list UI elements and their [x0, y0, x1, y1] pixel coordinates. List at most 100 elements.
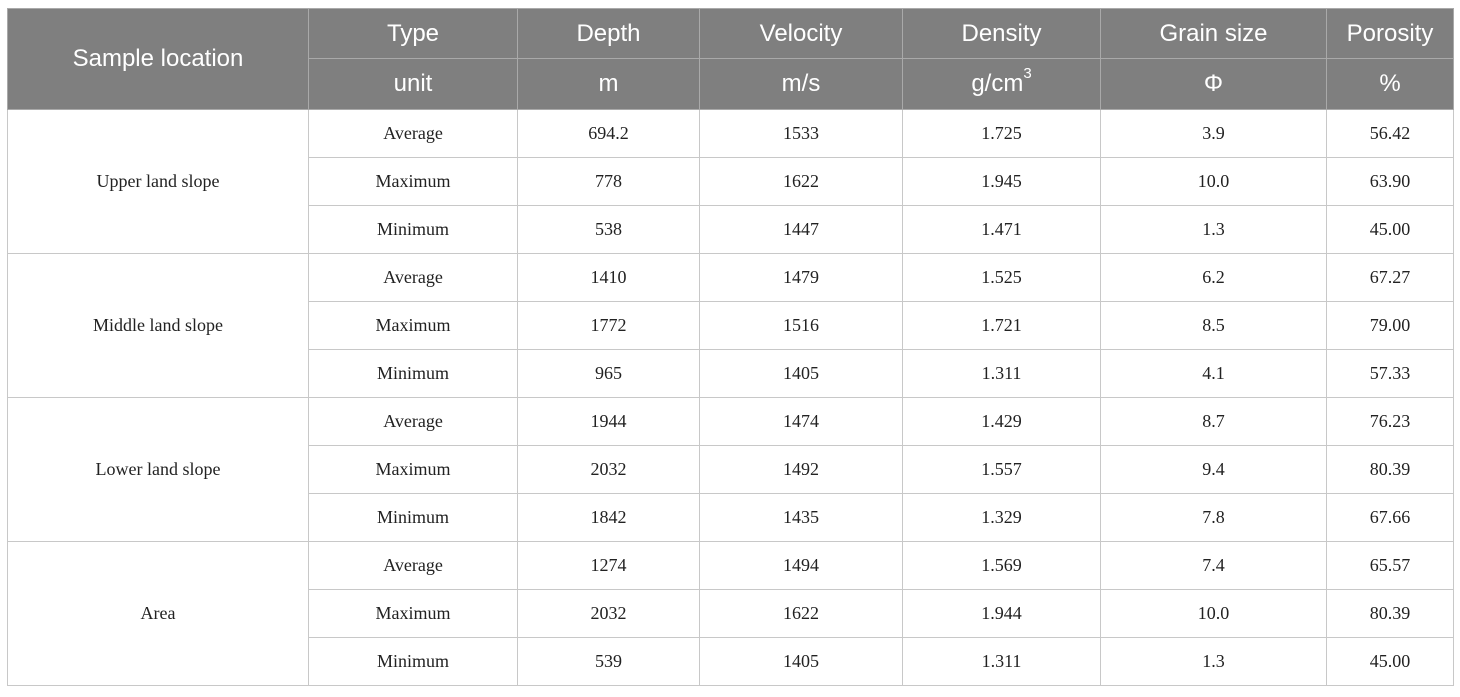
grain-size-cell: 8.5 [1100, 301, 1327, 350]
grain-size-cell: 6.2 [1100, 253, 1327, 302]
type-cell: Minimum [308, 205, 518, 254]
type-cell: Maximum [308, 445, 518, 494]
grain-size-cell: 1.3 [1100, 637, 1327, 686]
velocity-cell: 1622 [699, 589, 903, 638]
grain-size-cell: 3.9 [1100, 109, 1327, 158]
porosity-cell: 80.39 [1326, 589, 1454, 638]
density-cell: 1.721 [902, 301, 1101, 350]
sample-location-cell: Lower land slope [7, 397, 309, 542]
depth-cell: 778 [517, 157, 700, 206]
velocity-cell: 1405 [699, 637, 903, 686]
depth-cell: 694.2 [517, 109, 700, 158]
density-cell: 1.311 [902, 637, 1101, 686]
table-row: Maximum 778 1622 1.945 10.0 63.90 [8, 157, 1454, 206]
depth-cell: 1772 [517, 301, 700, 350]
unit-type-label: unit [308, 58, 518, 110]
velocity-cell: 1405 [699, 349, 903, 398]
type-cell: Minimum [308, 349, 518, 398]
grain-size-cell: 10.0 [1100, 589, 1327, 638]
table-row: Minimum 539 1405 1.311 1.3 45.00 [8, 637, 1454, 686]
density-cell: 1.525 [902, 253, 1101, 302]
table-row: Lower land slope Average 1944 1474 1.429 8.7 7… [7, 397, 1454, 542]
table-row: Upper land slope Average 694.2 1533 1.725 3.9… [7, 109, 1454, 254]
grain-size-cell: 4.1 [1100, 349, 1327, 398]
header-depth: Depth [517, 8, 700, 59]
table-row: Maximum 2032 1492 1.557 9.4 80.39 [8, 445, 1454, 494]
table-row: Middle land slope Average 1410 1479 1.525 6.2… [7, 253, 1454, 398]
density-cell: 1.311 [902, 349, 1101, 398]
grain-size-cell: 10.0 [1100, 157, 1327, 206]
header-row-names: Sample location Type Depth Velocity Dens… [7, 8, 1454, 110]
grain-size-cell: 7.4 [1100, 541, 1327, 590]
depth-cell: 538 [517, 205, 700, 254]
porosity-cell: 65.57 [1326, 541, 1454, 590]
porosity-cell: 76.23 [1326, 397, 1454, 446]
header-type: Type [308, 8, 518, 59]
unit-velocity: m/s [699, 58, 903, 110]
sediment-properties-table: Sample location Type Depth Velocity Dens… [7, 8, 1454, 686]
table-row: Minimum 1842 1435 1.329 7.8 67.66 [8, 493, 1454, 542]
type-cell: Maximum [308, 589, 518, 638]
unit-density-exponent: 3 [1023, 65, 1032, 82]
depth-cell: 2032 [517, 445, 700, 494]
header-porosity: Porosity [1326, 8, 1454, 59]
type-cell: Average [308, 541, 518, 590]
density-cell: 1.944 [902, 589, 1101, 638]
header-row-units: unit m m/s g/cm3 Φ % [8, 58, 1454, 110]
porosity-cell: 79.00 [1326, 301, 1454, 350]
depth-cell: 1944 [517, 397, 700, 446]
density-cell: 1.557 [902, 445, 1101, 494]
unit-density-base: g/cm [971, 70, 1024, 97]
velocity-cell: 1622 [699, 157, 903, 206]
grain-size-cell: 8.7 [1100, 397, 1327, 446]
velocity-cell: 1447 [699, 205, 903, 254]
sample-location-cell: Middle land slope [7, 253, 309, 398]
velocity-cell: 1435 [699, 493, 903, 542]
type-cell: Minimum [308, 493, 518, 542]
velocity-cell: 1494 [699, 541, 903, 590]
porosity-cell: 67.66 [1326, 493, 1454, 542]
unit-porosity: % [1326, 58, 1454, 110]
density-cell: 1.471 [902, 205, 1101, 254]
velocity-cell: 1516 [699, 301, 903, 350]
depth-cell: 2032 [517, 589, 700, 638]
type-cell: Maximum [308, 301, 518, 350]
porosity-cell: 57.33 [1326, 349, 1454, 398]
header-velocity: Velocity [699, 8, 903, 59]
density-cell: 1.329 [902, 493, 1101, 542]
header-sample-location: Sample location [7, 8, 309, 110]
porosity-cell: 45.00 [1326, 205, 1454, 254]
type-cell: Average [308, 253, 518, 302]
depth-cell: 539 [517, 637, 700, 686]
velocity-cell: 1479 [699, 253, 903, 302]
unit-density: g/cm3 [902, 58, 1101, 110]
depth-cell: 1842 [517, 493, 700, 542]
header-density: Density [902, 8, 1101, 59]
type-cell: Maximum [308, 157, 518, 206]
table-header: Sample location Type Depth Velocity Dens… [7, 8, 1454, 110]
porosity-cell: 67.27 [1326, 253, 1454, 302]
density-cell: 1.429 [902, 397, 1101, 446]
grain-size-cell: 1.3 [1100, 205, 1327, 254]
table-row: Maximum 2032 1622 1.944 10.0 80.39 [8, 589, 1454, 638]
porosity-cell: 45.00 [1326, 637, 1454, 686]
density-cell: 1.725 [902, 109, 1101, 158]
density-cell: 1.945 [902, 157, 1101, 206]
type-cell: Average [308, 109, 518, 158]
porosity-cell: 80.39 [1326, 445, 1454, 494]
unit-depth: m [517, 58, 700, 110]
depth-cell: 1274 [517, 541, 700, 590]
unit-grain-size: Φ [1100, 58, 1327, 110]
porosity-cell: 56.42 [1326, 109, 1454, 158]
type-cell: Average [308, 397, 518, 446]
depth-cell: 1410 [517, 253, 700, 302]
density-cell: 1.569 [902, 541, 1101, 590]
table-row: Minimum 538 1447 1.471 1.3 45.00 [8, 205, 1454, 254]
velocity-cell: 1492 [699, 445, 903, 494]
grain-size-cell: 7.8 [1100, 493, 1327, 542]
table-row: Area Average 1274 1494 1.569 7.4 65.57 [7, 541, 1454, 686]
grain-size-cell: 9.4 [1100, 445, 1327, 494]
table-body: Upper land slope Average 694.2 1533 1.725 3.9… [7, 109, 1454, 686]
velocity-cell: 1474 [699, 397, 903, 446]
velocity-cell: 1533 [699, 109, 903, 158]
